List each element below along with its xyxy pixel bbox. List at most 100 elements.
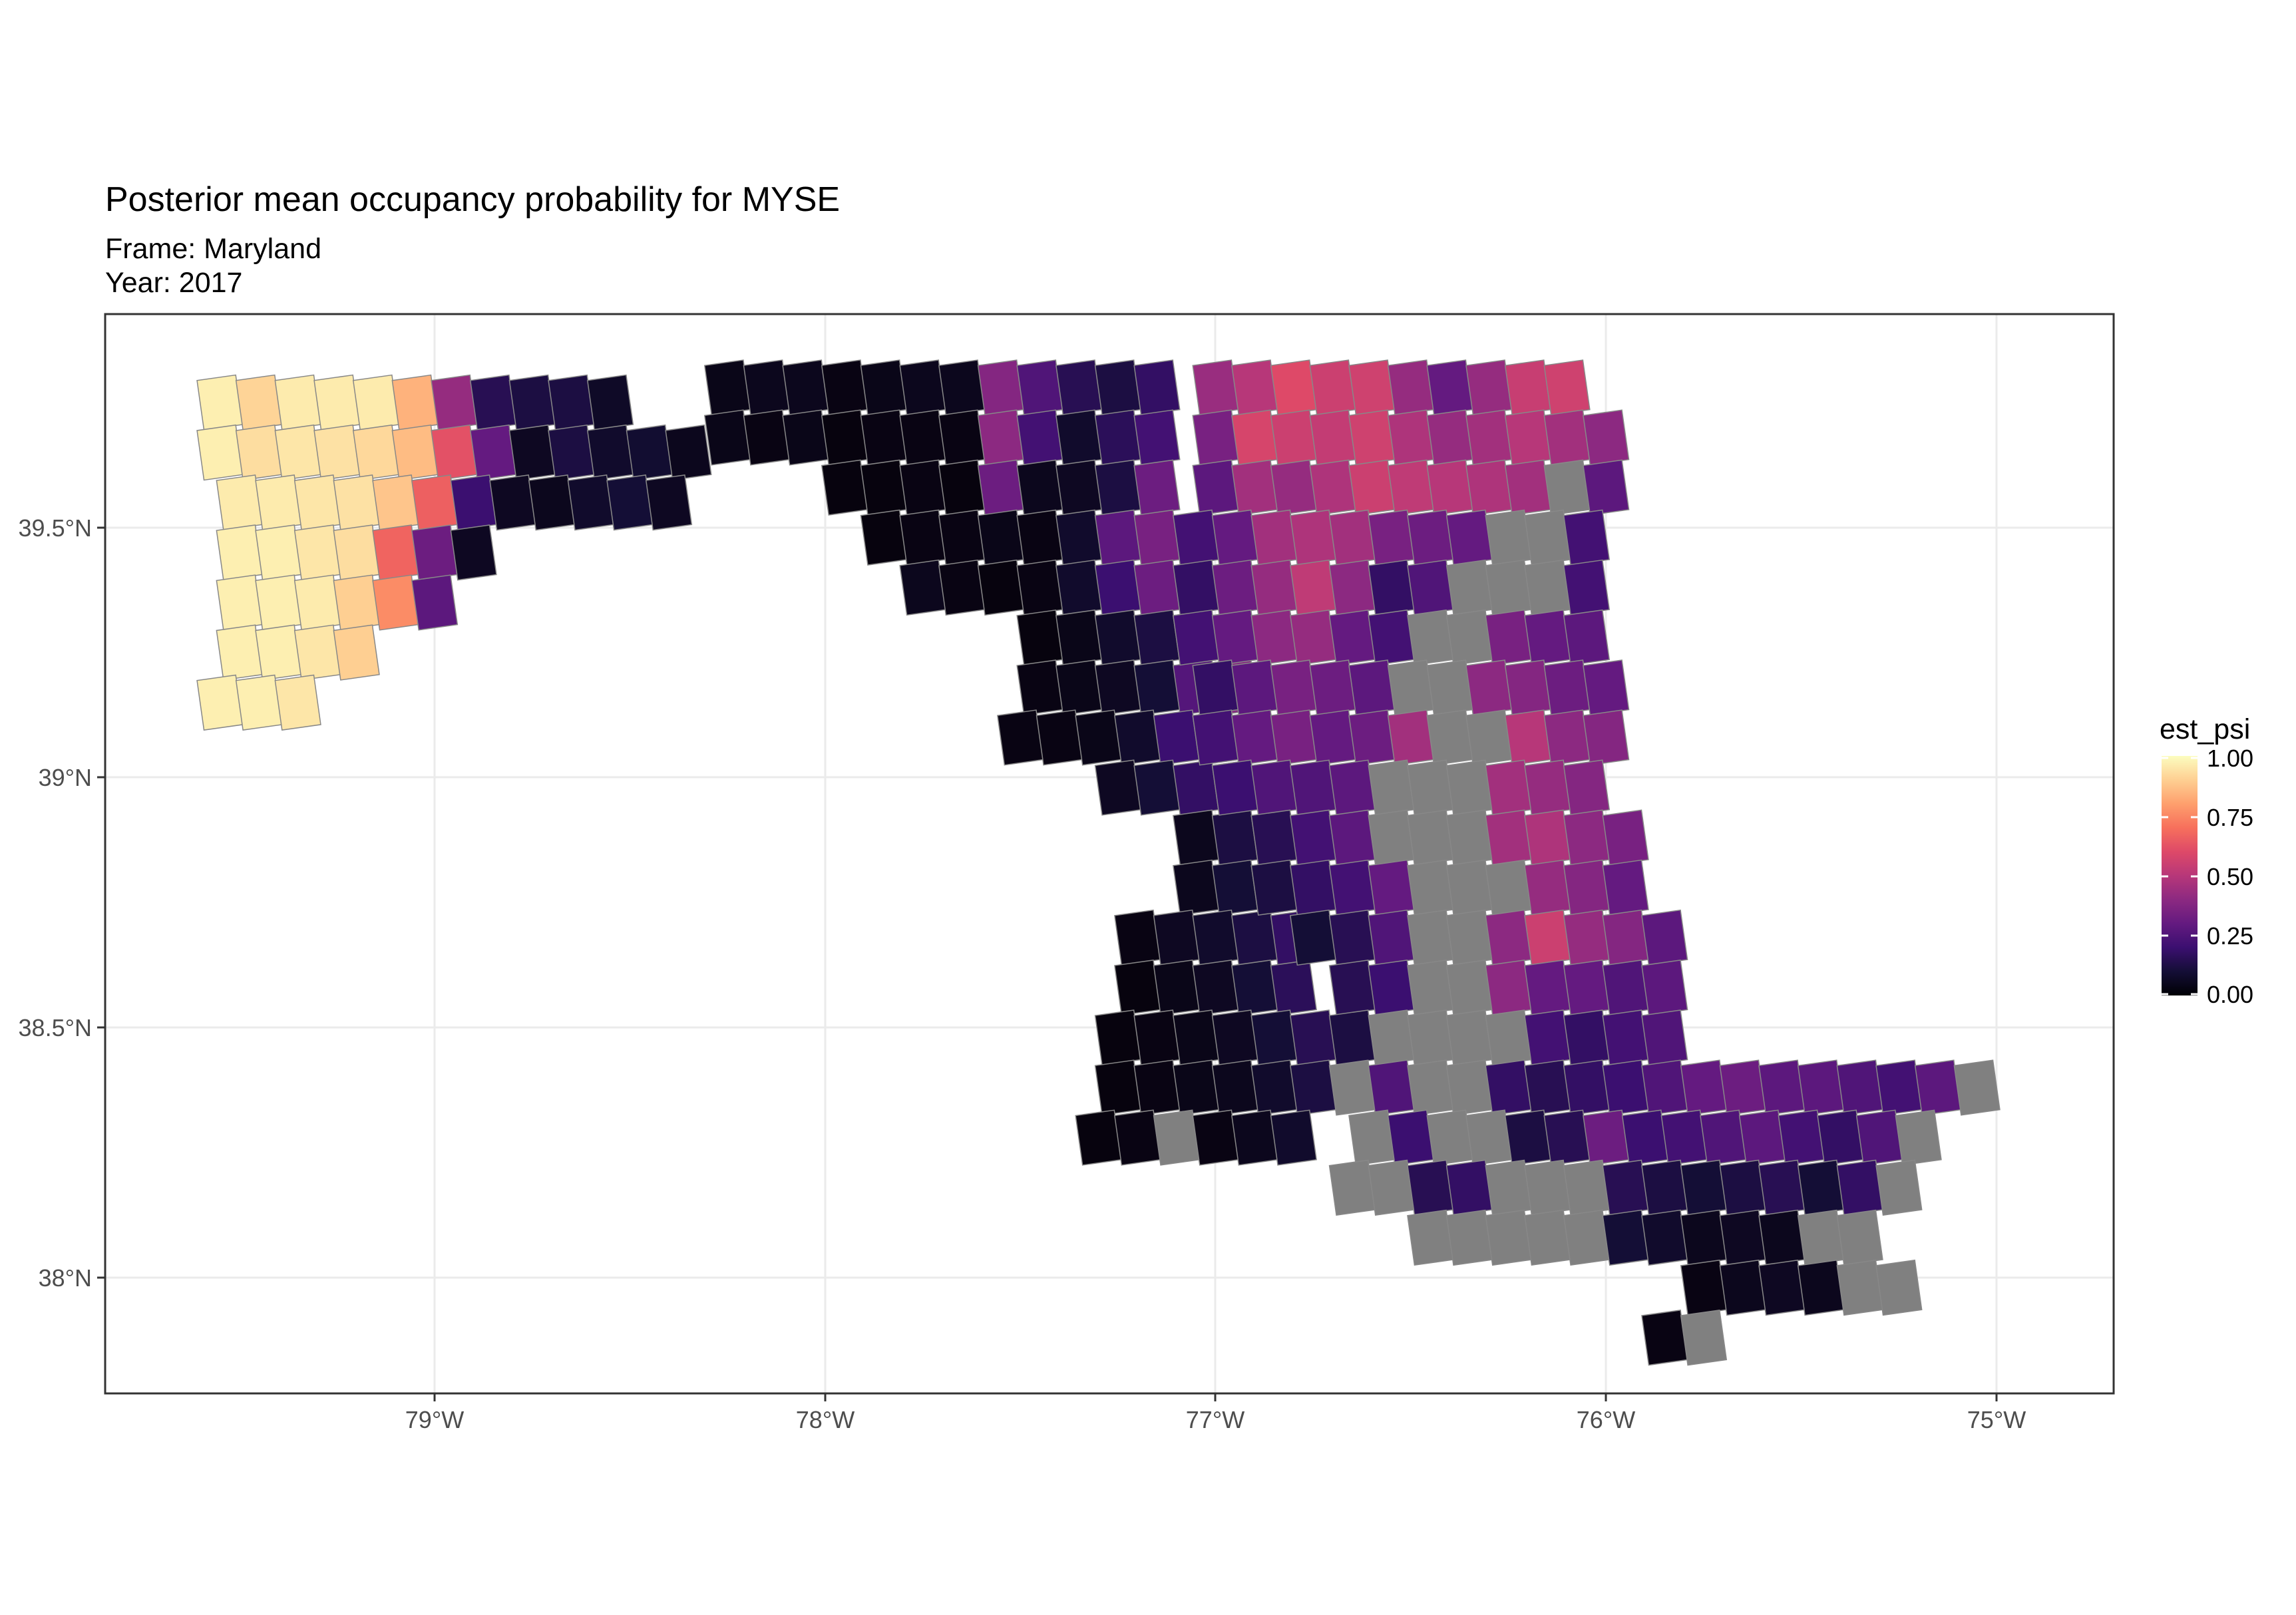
map-cell — [1173, 509, 1220, 566]
map-cell — [1445, 809, 1493, 866]
map-cell — [1173, 559, 1220, 616]
map-cell — [1875, 1159, 1923, 1216]
map-cell — [586, 424, 634, 481]
map-cell — [1836, 1059, 1883, 1116]
map-cell — [235, 374, 283, 431]
map-cell — [1133, 509, 1181, 566]
y-tick-label-39: 39°N — [39, 764, 92, 791]
map-cell — [235, 424, 283, 481]
map-cell — [1075, 1109, 1122, 1166]
map-cell — [1133, 1009, 1181, 1066]
map-cell — [821, 409, 868, 466]
map-cell — [352, 374, 400, 431]
map-cell — [1016, 409, 1063, 466]
map-cell — [1270, 459, 1318, 516]
map-cell — [333, 624, 380, 681]
legend-label-025: 0.25 — [2207, 922, 2253, 950]
map-cell — [1465, 659, 1513, 716]
map-cells — [196, 359, 2001, 1366]
map-cell — [1778, 1109, 1825, 1166]
map-cell — [1524, 1059, 1571, 1116]
map-cell — [1173, 1059, 1220, 1116]
map-cell — [1719, 1159, 1766, 1216]
map-cell — [1875, 1259, 1923, 1316]
map-cell — [1563, 909, 1611, 966]
map-cell — [1348, 459, 1396, 516]
map-cell — [1758, 1259, 1806, 1316]
map-cell — [1543, 709, 1591, 766]
map-cell — [1094, 659, 1142, 716]
map-cell — [1250, 809, 1298, 866]
map-cell — [1797, 1259, 1845, 1316]
map-cell — [255, 474, 302, 531]
legend-label-000: 0.00 — [2207, 981, 2253, 1008]
map-cell — [1758, 1209, 1806, 1266]
map-cell — [1504, 359, 1552, 416]
map-cell — [1465, 1109, 1513, 1166]
map-cell — [1680, 1310, 1728, 1366]
map-cell — [1563, 859, 1611, 916]
map-cell — [1016, 359, 1063, 416]
map-cell — [1211, 859, 1259, 916]
map-cell — [1602, 960, 1649, 1016]
map-cell — [1465, 359, 1513, 416]
map-cell — [333, 474, 380, 531]
map-cell — [1563, 1009, 1611, 1066]
map-cell — [1524, 509, 1571, 566]
map-cell — [1231, 909, 1278, 966]
map-cell — [1895, 1109, 1942, 1166]
map-cell — [1563, 1209, 1611, 1266]
map-cell — [1563, 1159, 1611, 1216]
map-cell — [1504, 709, 1552, 766]
map-cell — [1407, 859, 1454, 916]
map-cell — [1368, 1159, 1415, 1216]
map-cell — [1211, 809, 1258, 866]
map-cell — [1094, 1009, 1141, 1066]
map-cell — [1270, 960, 1318, 1016]
map-cell — [1680, 1159, 1728, 1216]
x-axis — [433, 1393, 1998, 1401]
map-cell — [1407, 609, 1454, 666]
map-cell — [1153, 1109, 1200, 1166]
map-cell — [1719, 1209, 1766, 1266]
map-cell — [938, 509, 986, 566]
map-cell — [1348, 409, 1396, 466]
map-cell — [1192, 359, 1239, 416]
map-cell — [899, 509, 946, 566]
map-cell — [1407, 1059, 1454, 1116]
map-cell — [1426, 1109, 1473, 1166]
plot-border — [104, 313, 2115, 1395]
map-cell — [1524, 859, 1571, 916]
map-cell — [1192, 459, 1239, 516]
x-tick-label-79: 79°W — [405, 1406, 464, 1433]
map-cell — [1563, 509, 1611, 566]
map-cell — [1094, 759, 1142, 816]
y-tick-label-38-5: 38.5°N — [19, 1014, 92, 1041]
legend: est_psi 1.00 0.75 0.50 0.25 0.00 — [2160, 713, 2253, 1008]
map-cell — [703, 359, 751, 416]
map-cell — [1524, 559, 1571, 616]
legend-label-050: 0.50 — [2207, 863, 2253, 890]
map-cell — [255, 574, 302, 631]
map-cell — [1055, 509, 1103, 566]
map-cell — [743, 359, 790, 416]
map-cell — [1543, 359, 1591, 416]
map-cell — [1855, 1109, 1903, 1166]
map-cell — [1290, 1009, 1337, 1066]
map-cell — [1719, 1059, 1766, 1116]
map-cell — [1875, 1059, 1923, 1116]
map-cell — [1426, 659, 1473, 716]
map-cell — [1309, 409, 1356, 466]
map-cell — [1368, 859, 1415, 916]
map-cell — [1485, 509, 1532, 566]
map-cell — [1485, 1059, 1532, 1116]
map-cell — [196, 424, 244, 481]
map-cell — [1836, 1259, 1883, 1316]
map-cell — [782, 359, 829, 416]
map-cell — [1094, 459, 1142, 516]
map-cell — [1133, 359, 1181, 416]
map-cell — [1231, 459, 1278, 516]
map-cell — [1387, 359, 1435, 416]
map-cell — [938, 459, 986, 516]
map-cell — [1700, 1109, 1747, 1166]
